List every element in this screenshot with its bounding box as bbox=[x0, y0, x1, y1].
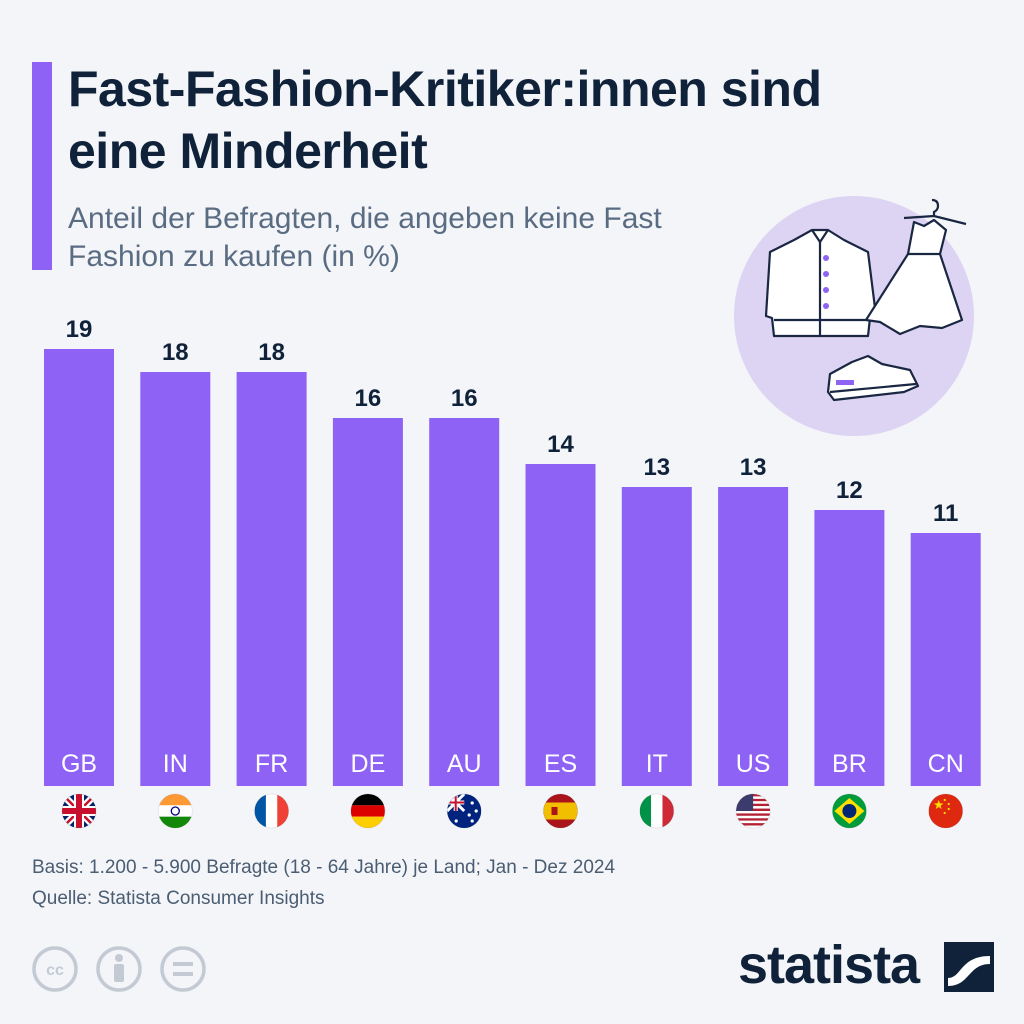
flag-china-icon bbox=[928, 794, 963, 828]
flag-australia-icon bbox=[447, 794, 482, 828]
bar-gb bbox=[44, 349, 114, 786]
accent-bar bbox=[32, 62, 52, 270]
category-label: CN bbox=[928, 750, 964, 778]
statista-mark-icon bbox=[944, 942, 994, 992]
basis-text: Basis: 1.200 - 5.900 Befragte (18 - 64 J… bbox=[32, 857, 616, 878]
value-label: 18 bbox=[162, 339, 189, 366]
dress-icon bbox=[864, 218, 964, 336]
value-label: 16 bbox=[355, 385, 382, 412]
category-label: IN bbox=[163, 750, 188, 778]
sneaker-icon bbox=[826, 354, 920, 402]
value-label: 14 bbox=[547, 431, 574, 458]
source-text: Quelle: Statista Consumer Insights bbox=[32, 888, 325, 909]
value-label: 19 bbox=[66, 316, 93, 343]
clothing-illustration bbox=[734, 196, 974, 436]
value-label: 11 bbox=[933, 500, 958, 527]
category-label: US bbox=[736, 750, 771, 778]
category-label: BR bbox=[832, 750, 867, 778]
cc-icon: cc bbox=[32, 946, 78, 992]
logo-text: statista bbox=[738, 935, 920, 995]
flag-brazil-icon bbox=[832, 794, 867, 828]
value-label: 12 bbox=[836, 477, 863, 504]
flag-india-icon bbox=[158, 794, 193, 828]
flag-uk-icon bbox=[62, 794, 96, 828]
bar-de bbox=[332, 418, 403, 786]
category-label: GB bbox=[61, 750, 97, 778]
attribution-icon bbox=[96, 946, 142, 992]
bar-au bbox=[429, 418, 500, 786]
license-icons: cc bbox=[32, 946, 206, 992]
flag-france-icon bbox=[254, 794, 289, 828]
hanger-icon bbox=[903, 198, 967, 226]
no-derivatives-icon bbox=[160, 946, 206, 992]
bar-fr bbox=[236, 372, 307, 786]
flag-spain-icon bbox=[543, 794, 578, 828]
chart-subtitle: Anteil der Befragten, die angeben keine … bbox=[68, 202, 662, 273]
value-label: 13 bbox=[740, 454, 767, 481]
category-label: DE bbox=[351, 750, 386, 778]
statista-logo[interactable]: statista bbox=[738, 935, 1008, 1000]
chart-title: Fast-Fashion-Kritiker:innen sind eine Mi… bbox=[68, 61, 822, 179]
category-label: AU bbox=[447, 750, 482, 778]
svg-text:cc: cc bbox=[46, 962, 64, 979]
bar-es bbox=[525, 464, 596, 786]
flag-italy-icon bbox=[639, 794, 674, 828]
bar-br bbox=[814, 510, 885, 786]
bar-in bbox=[140, 372, 211, 786]
value-label: 16 bbox=[451, 385, 478, 412]
value-label: 13 bbox=[643, 454, 670, 481]
flag-germany-icon bbox=[350, 794, 385, 828]
bar-cn bbox=[910, 533, 981, 786]
flag-usa-icon bbox=[736, 794, 771, 828]
jacket-buttons bbox=[823, 255, 829, 309]
category-label: IT bbox=[646, 750, 668, 778]
bar-us bbox=[718, 487, 789, 786]
value-label: 18 bbox=[258, 339, 285, 366]
flags bbox=[61, 793, 964, 829]
bar-it bbox=[621, 487, 692, 786]
category-label: ES bbox=[544, 750, 577, 778]
category-label: FR bbox=[255, 750, 288, 778]
source-notes: Basis: 1.200 - 5.900 Befragte (18 - 64 J… bbox=[32, 852, 615, 914]
